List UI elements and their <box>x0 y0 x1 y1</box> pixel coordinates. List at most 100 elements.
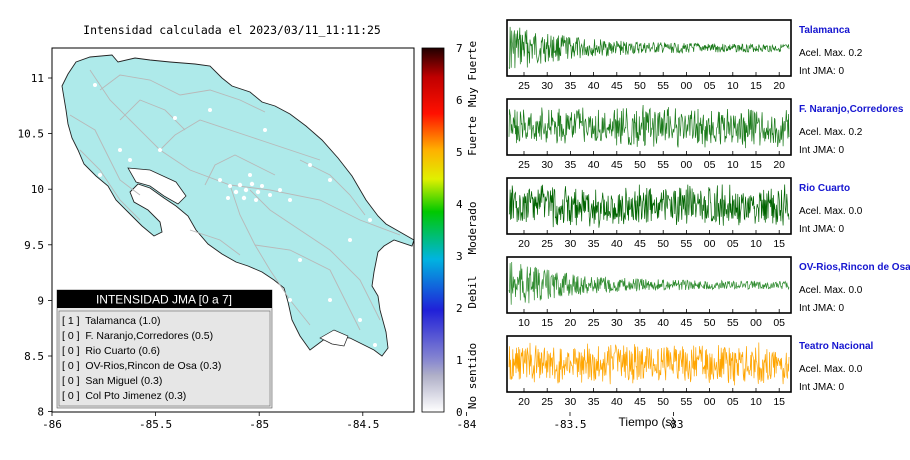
waveform-x-tick-label: 10 <box>518 317 530 329</box>
legend-title-bar <box>57 290 272 308</box>
map-y-tick-label: 10.5 <box>18 128 45 141</box>
time-axis-label: Tiempo (s) <box>619 415 676 429</box>
waveform-x-tick-label: 50 <box>634 159 646 171</box>
waveform-x-tick-label: 45 <box>611 80 623 92</box>
waveform-x-tick-label: 45 <box>634 396 646 408</box>
waveform-panel: 25 30 35 40 45 50 55 00 05 10 15 20 F. Naranjo,Corre… <box>506 98 904 171</box>
waveform-x-tick-label: 35 <box>588 396 600 408</box>
colorbar-zone-label: Muy Fuerte <box>466 41 479 107</box>
map-x-tick-label: -83.5 <box>553 418 586 431</box>
waveform-panel: 10 15 20 25 30 35 40 45 50 55 00 05 OV-Rios,Rincon d… <box>506 256 910 329</box>
waveform-x-tick-label: 55 <box>657 80 669 92</box>
waveform-x-tick-label: 40 <box>611 238 623 250</box>
waveform-x-tick-label: 05 <box>704 159 716 171</box>
waveform-x-tick-label: 30 <box>611 317 623 329</box>
waveform-x-tick-label: 15 <box>750 159 762 171</box>
waveform-x-tick-label: 15 <box>773 238 785 250</box>
waveform-x-tick-label: 55 <box>727 317 739 329</box>
station-int-jma: Int JMA: 0 <box>799 66 844 77</box>
map-x-tick-label: -86 <box>42 418 62 431</box>
station-name: Rio Cuarto <box>799 183 850 194</box>
colorbar-tick-label: 6 <box>456 94 463 107</box>
waveform-frame <box>506 19 792 77</box>
waveform-x-tick-label: 35 <box>588 238 600 250</box>
waveform-x-tick-label: 30 <box>541 80 553 92</box>
waveform-x-tick-label: 20 <box>773 80 785 92</box>
station-acel-max: Acel. Max. 0.2 <box>799 127 863 138</box>
waveform-x-tick-label: 55 <box>657 159 669 171</box>
station-acel-max: Acel. Max. 0.0 <box>799 285 863 296</box>
waveform-x-tick-label: 00 <box>704 238 716 250</box>
colorbar-tick-label: 2 <box>456 302 463 315</box>
station-int-jma: Int JMA: 0 <box>799 303 844 314</box>
map-x-tick-label: -85 <box>249 418 269 431</box>
waveform-panel: 25 30 35 40 45 50 55 00 05 10 15 20 Talamanca Acel. M… <box>506 19 863 92</box>
legend-item: [ 0 ] Col Pto Jimenez (0.3) <box>62 390 186 402</box>
waveform-x-tick-label: 55 <box>681 396 693 408</box>
waveform-x-tick-label: 25 <box>541 396 553 408</box>
colorbar-tick-label: 1 <box>456 354 463 367</box>
cities <box>93 83 377 347</box>
waveform-x-tick-label: 45 <box>681 317 693 329</box>
map-y-tick-label: 9 <box>37 294 44 307</box>
waveform-x-tick-label: 45 <box>634 238 646 250</box>
waveform-x-tick-label: 55 <box>681 238 693 250</box>
waveform-x-tick-label: 20 <box>565 317 577 329</box>
colorbar-tick-label: 3 <box>456 250 463 263</box>
waveform-x-tick-label: 20 <box>518 238 530 250</box>
colorbar-tick-label: 4 <box>456 198 463 211</box>
waveform-panels: 25 30 35 40 45 50 55 00 05 10 15 20 Talamanca Acel. M… <box>506 19 910 408</box>
map-x-tick-label: -85.5 <box>139 418 172 431</box>
waveform-x-tick-label: 40 <box>657 317 669 329</box>
map-x-axis: -86 -85.5 -85 -84.5 -84 -83.5 -83 <box>42 412 684 431</box>
waveform-x-tick-label: 25 <box>588 317 600 329</box>
waveform-x-tick-label: 40 <box>611 396 623 408</box>
colorbar-zone-label: No sentido <box>466 343 479 409</box>
map-y-tick-label: 8 <box>37 406 44 419</box>
map-x-tick-label: -84 <box>456 418 476 431</box>
map-x-tick-label: -83 <box>664 418 684 431</box>
waveform-trace <box>508 342 790 386</box>
waveform-x-tick-label: 05 <box>773 317 785 329</box>
station-acel-max: Acel. Max. 0.0 <box>799 206 863 217</box>
map-legend: INTENSIDAD JMA [0 a 7] [ 1 ] Talamanca (… <box>56 289 273 409</box>
map-y-tick-label: 9.5 <box>24 239 44 252</box>
colorbar-gradient <box>421 47 445 413</box>
waveform-x-tick-label: 10 <box>750 238 762 250</box>
waveform-x-tick-label: 50 <box>657 396 669 408</box>
map-x-tick-label: -84.5 <box>346 418 379 431</box>
station-name: OV-Rios,Rincon de Osa <box>799 262 910 273</box>
station-acel-max: Acel. Max. 0.2 <box>799 48 863 59</box>
waveform-x-tick-label: 25 <box>541 238 553 250</box>
gulf-of-nicoya <box>127 167 187 205</box>
map-panel: INTENSIDAD JMA [0 a 7] [ 1 ] Talamanca (… <box>18 47 684 431</box>
waveform-x-tick-label: 10 <box>727 159 739 171</box>
roads <box>69 69 401 331</box>
legend-item: [ 0 ] San Miguel (0.3) <box>62 375 162 387</box>
waveform-x-tick-label: 30 <box>565 396 577 408</box>
waveform-x-tick-label: 00 <box>681 80 693 92</box>
waveform-x-tick-label: 25 <box>518 159 530 171</box>
station-name: F. Naranjo,Corredores <box>799 104 904 115</box>
waveform-x-tick-label: 35 <box>565 159 577 171</box>
colorbar-tick-label: 5 <box>456 146 463 159</box>
map-y-tick-label: 11 <box>31 72 44 85</box>
station-int-jma: Int JMA: 0 <box>799 224 844 235</box>
waveform-x-tick-label: 00 <box>681 159 693 171</box>
legend-item: [ 0 ] Rio Cuarto (0.6) <box>62 345 160 357</box>
waveform-panel: 20 25 30 35 40 45 50 55 00 05 10 15 Rio Cuarto Acel. … <box>506 177 863 250</box>
waveform-x-tick-label: 00 <box>750 317 762 329</box>
colorbar-tick-label: 7 <box>456 42 463 55</box>
waveform-x-tick-label: 25 <box>518 80 530 92</box>
waveform-x-tick-label: 15 <box>541 317 553 329</box>
waveform-x-tick-label: 15 <box>773 396 785 408</box>
waveform-x-tick-label: 50 <box>657 238 669 250</box>
map-y-tick-label: 10 <box>31 183 44 196</box>
waveform-x-tick-label: 40 <box>588 159 600 171</box>
map-title: Intensidad calculada el 2023/03/11_11:11… <box>83 23 381 37</box>
waveform-x-tick-label: 15 <box>750 80 762 92</box>
station-name: Teatro Nacional <box>799 341 873 352</box>
waveform-x-tick-label: 35 <box>565 80 577 92</box>
waveform-x-tick-label: 50 <box>704 317 716 329</box>
